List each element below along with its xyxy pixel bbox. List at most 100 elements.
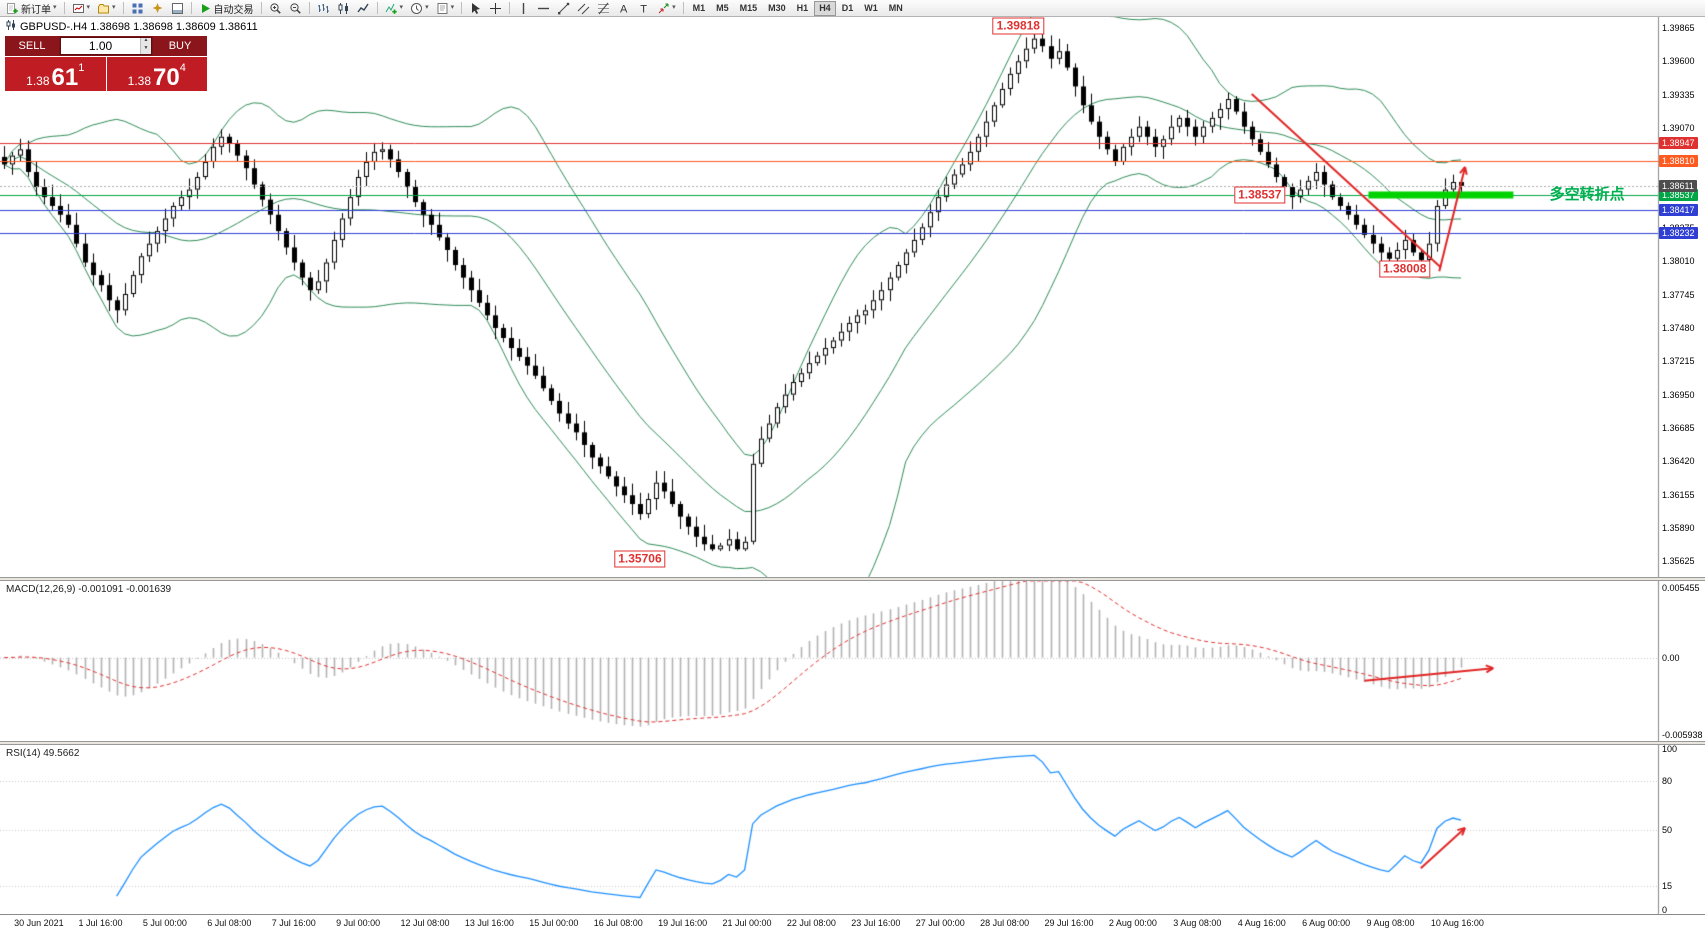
timeframe-m1-button[interactable]: M1 xyxy=(688,1,711,16)
dropdown-caret-icon: ▾ xyxy=(399,4,404,11)
grid-icon xyxy=(131,2,144,15)
toolbar-button-label: H1 xyxy=(796,3,809,13)
bars-icon xyxy=(317,2,330,15)
volume-input[interactable] xyxy=(61,38,140,54)
new-order-icon xyxy=(6,2,19,15)
timeframe-w1-button[interactable]: W1 xyxy=(859,1,883,16)
cursor-icon xyxy=(469,2,482,15)
dropdown-caret-icon: ▾ xyxy=(450,4,455,11)
cursor-button[interactable] xyxy=(466,1,485,16)
channel-icon xyxy=(577,2,590,15)
sell-price-main: 61 xyxy=(51,64,79,91)
toolbar-separator xyxy=(122,2,124,14)
symbol-ohlc-text: GBPUSD-.H4 1.38698 1.38698 1.38609 1.386… xyxy=(20,20,258,33)
autotrading-button[interactable]: 自动交易 xyxy=(196,1,257,16)
market-watch-button[interactable] xyxy=(128,1,147,16)
chart-window-icon xyxy=(72,2,85,15)
panel-splitter[interactable] xyxy=(0,577,1705,581)
toolbar-separator xyxy=(682,2,684,14)
toolbar-separator xyxy=(308,2,310,14)
candlestick-chart-button[interactable] xyxy=(334,1,353,16)
panel-splitter[interactable] xyxy=(0,741,1705,745)
volume-stepper: ▲ ▼ xyxy=(60,37,152,55)
line-chart-button[interactable] xyxy=(354,1,373,16)
dropdown-caret-icon: ▾ xyxy=(86,4,91,11)
arrows-icon xyxy=(657,2,670,15)
buy-price-button[interactable]: 1.38 70 4 xyxy=(106,57,207,91)
trendline-button[interactable] xyxy=(554,1,573,16)
bar-chart-button[interactable] xyxy=(314,1,333,16)
timeframe-m30-button[interactable]: M30 xyxy=(763,1,791,16)
navigator-button[interactable] xyxy=(148,1,167,16)
dropdown-caret-icon: ▾ xyxy=(112,4,116,11)
clock-icon xyxy=(410,2,423,15)
periods-button[interactable]: ▾ xyxy=(407,1,432,16)
terminal-button[interactable] xyxy=(168,1,187,16)
dropdown-caret-icon: ▾ xyxy=(672,4,676,11)
sell-button[interactable]: SELL xyxy=(5,36,59,56)
volume-down-button[interactable]: ▼ xyxy=(140,46,151,54)
timeframe-m15-button[interactable]: M15 xyxy=(735,1,763,16)
volume-up-button[interactable]: ▲ xyxy=(140,38,151,46)
new-chart-button[interactable]: ▾ xyxy=(69,1,94,16)
profiles-icon xyxy=(97,2,110,15)
toolbar-separator xyxy=(509,2,511,14)
main-toolbar: 新订单 ▾ ▾ ▾ 自动交易 ▾ ▾ ▾ A T ▾ M1 M5 M15 M30 H1 H4 D1 W1 MN xyxy=(0,0,1705,17)
zoom-in-button[interactable] xyxy=(266,1,285,16)
hline-icon xyxy=(537,2,550,15)
vertical-line-button[interactable] xyxy=(514,1,533,16)
candles-icon xyxy=(337,2,350,15)
buy-button[interactable]: BUY xyxy=(153,36,207,56)
buy-price-main: 70 xyxy=(153,64,180,91)
trend-icon xyxy=(557,2,570,15)
timeframe-h1-button[interactable]: H1 xyxy=(792,1,814,16)
buy-price-pip: 4 xyxy=(179,62,186,74)
dropdown-caret-icon: ▾ xyxy=(425,4,429,11)
template-icon xyxy=(436,2,449,15)
chart-symbol-ohlc: GBPUSD-.H4 1.38698 1.38698 1.38609 1.386… xyxy=(6,20,258,33)
arrows-button[interactable]: ▾ xyxy=(654,1,679,16)
crosshair-icon xyxy=(489,2,502,15)
indicator-icon xyxy=(385,2,398,15)
svg-text:T: T xyxy=(640,3,647,15)
toolbar-button-label: M15 xyxy=(739,3,758,13)
new-order-button[interactable]: 新订单 ▾ xyxy=(3,1,60,16)
zoom-out-button[interactable] xyxy=(286,1,305,16)
label-button[interactable]: T xyxy=(634,1,653,16)
toolbar-separator xyxy=(190,2,192,14)
timeframe-m5-button[interactable]: M5 xyxy=(711,1,734,16)
textT-icon: T xyxy=(637,2,650,15)
timeframe-d1-button[interactable]: D1 xyxy=(837,1,859,16)
play-icon xyxy=(199,2,212,15)
toolbar-separator xyxy=(260,2,262,14)
star-icon xyxy=(151,2,164,15)
timeframe-h4-button[interactable]: H4 xyxy=(814,0,836,16)
timeframe-mn-button[interactable]: MN xyxy=(884,1,908,16)
toolbar-button-label: 新订单 xyxy=(21,4,51,16)
svg-text:A: A xyxy=(620,3,628,15)
toolbar-button-label: 自动交易 xyxy=(213,4,254,16)
annotation-note[interactable]: 多空转折点 xyxy=(1549,186,1625,204)
toolbar-button-label: M30 xyxy=(768,3,786,13)
fibo-icon xyxy=(597,2,610,15)
rsi-indicator-label: RSI(14) 49.5662 xyxy=(6,748,80,759)
buy-price-prefix: 1.38 xyxy=(127,74,152,88)
toolbar-button-label: W1 xyxy=(864,3,878,13)
vline-icon xyxy=(517,2,530,15)
dropdown-caret-icon: ▾ xyxy=(53,4,57,11)
sell-price-button[interactable]: 1.38 61 1 xyxy=(5,57,106,91)
horizontal-line-button[interactable] xyxy=(534,1,553,16)
channel-button[interactable] xyxy=(574,1,593,16)
macd-indicator-label: MACD(12,26,9) -0.001091 -0.001639 xyxy=(6,584,172,595)
toolbar-button-label: H4 xyxy=(819,3,831,13)
zoom-in-icon xyxy=(269,2,282,15)
toolbar-separator xyxy=(63,2,65,14)
templates-button[interactable]: ▾ xyxy=(433,1,458,16)
indicators-button[interactable]: ▾ xyxy=(382,1,407,16)
fibonacci-button[interactable] xyxy=(594,1,613,16)
crosshair-button[interactable] xyxy=(486,1,505,16)
text-button[interactable]: A xyxy=(614,1,633,16)
profiles-button[interactable]: ▾ xyxy=(94,1,119,16)
terminal-icon xyxy=(171,2,184,15)
